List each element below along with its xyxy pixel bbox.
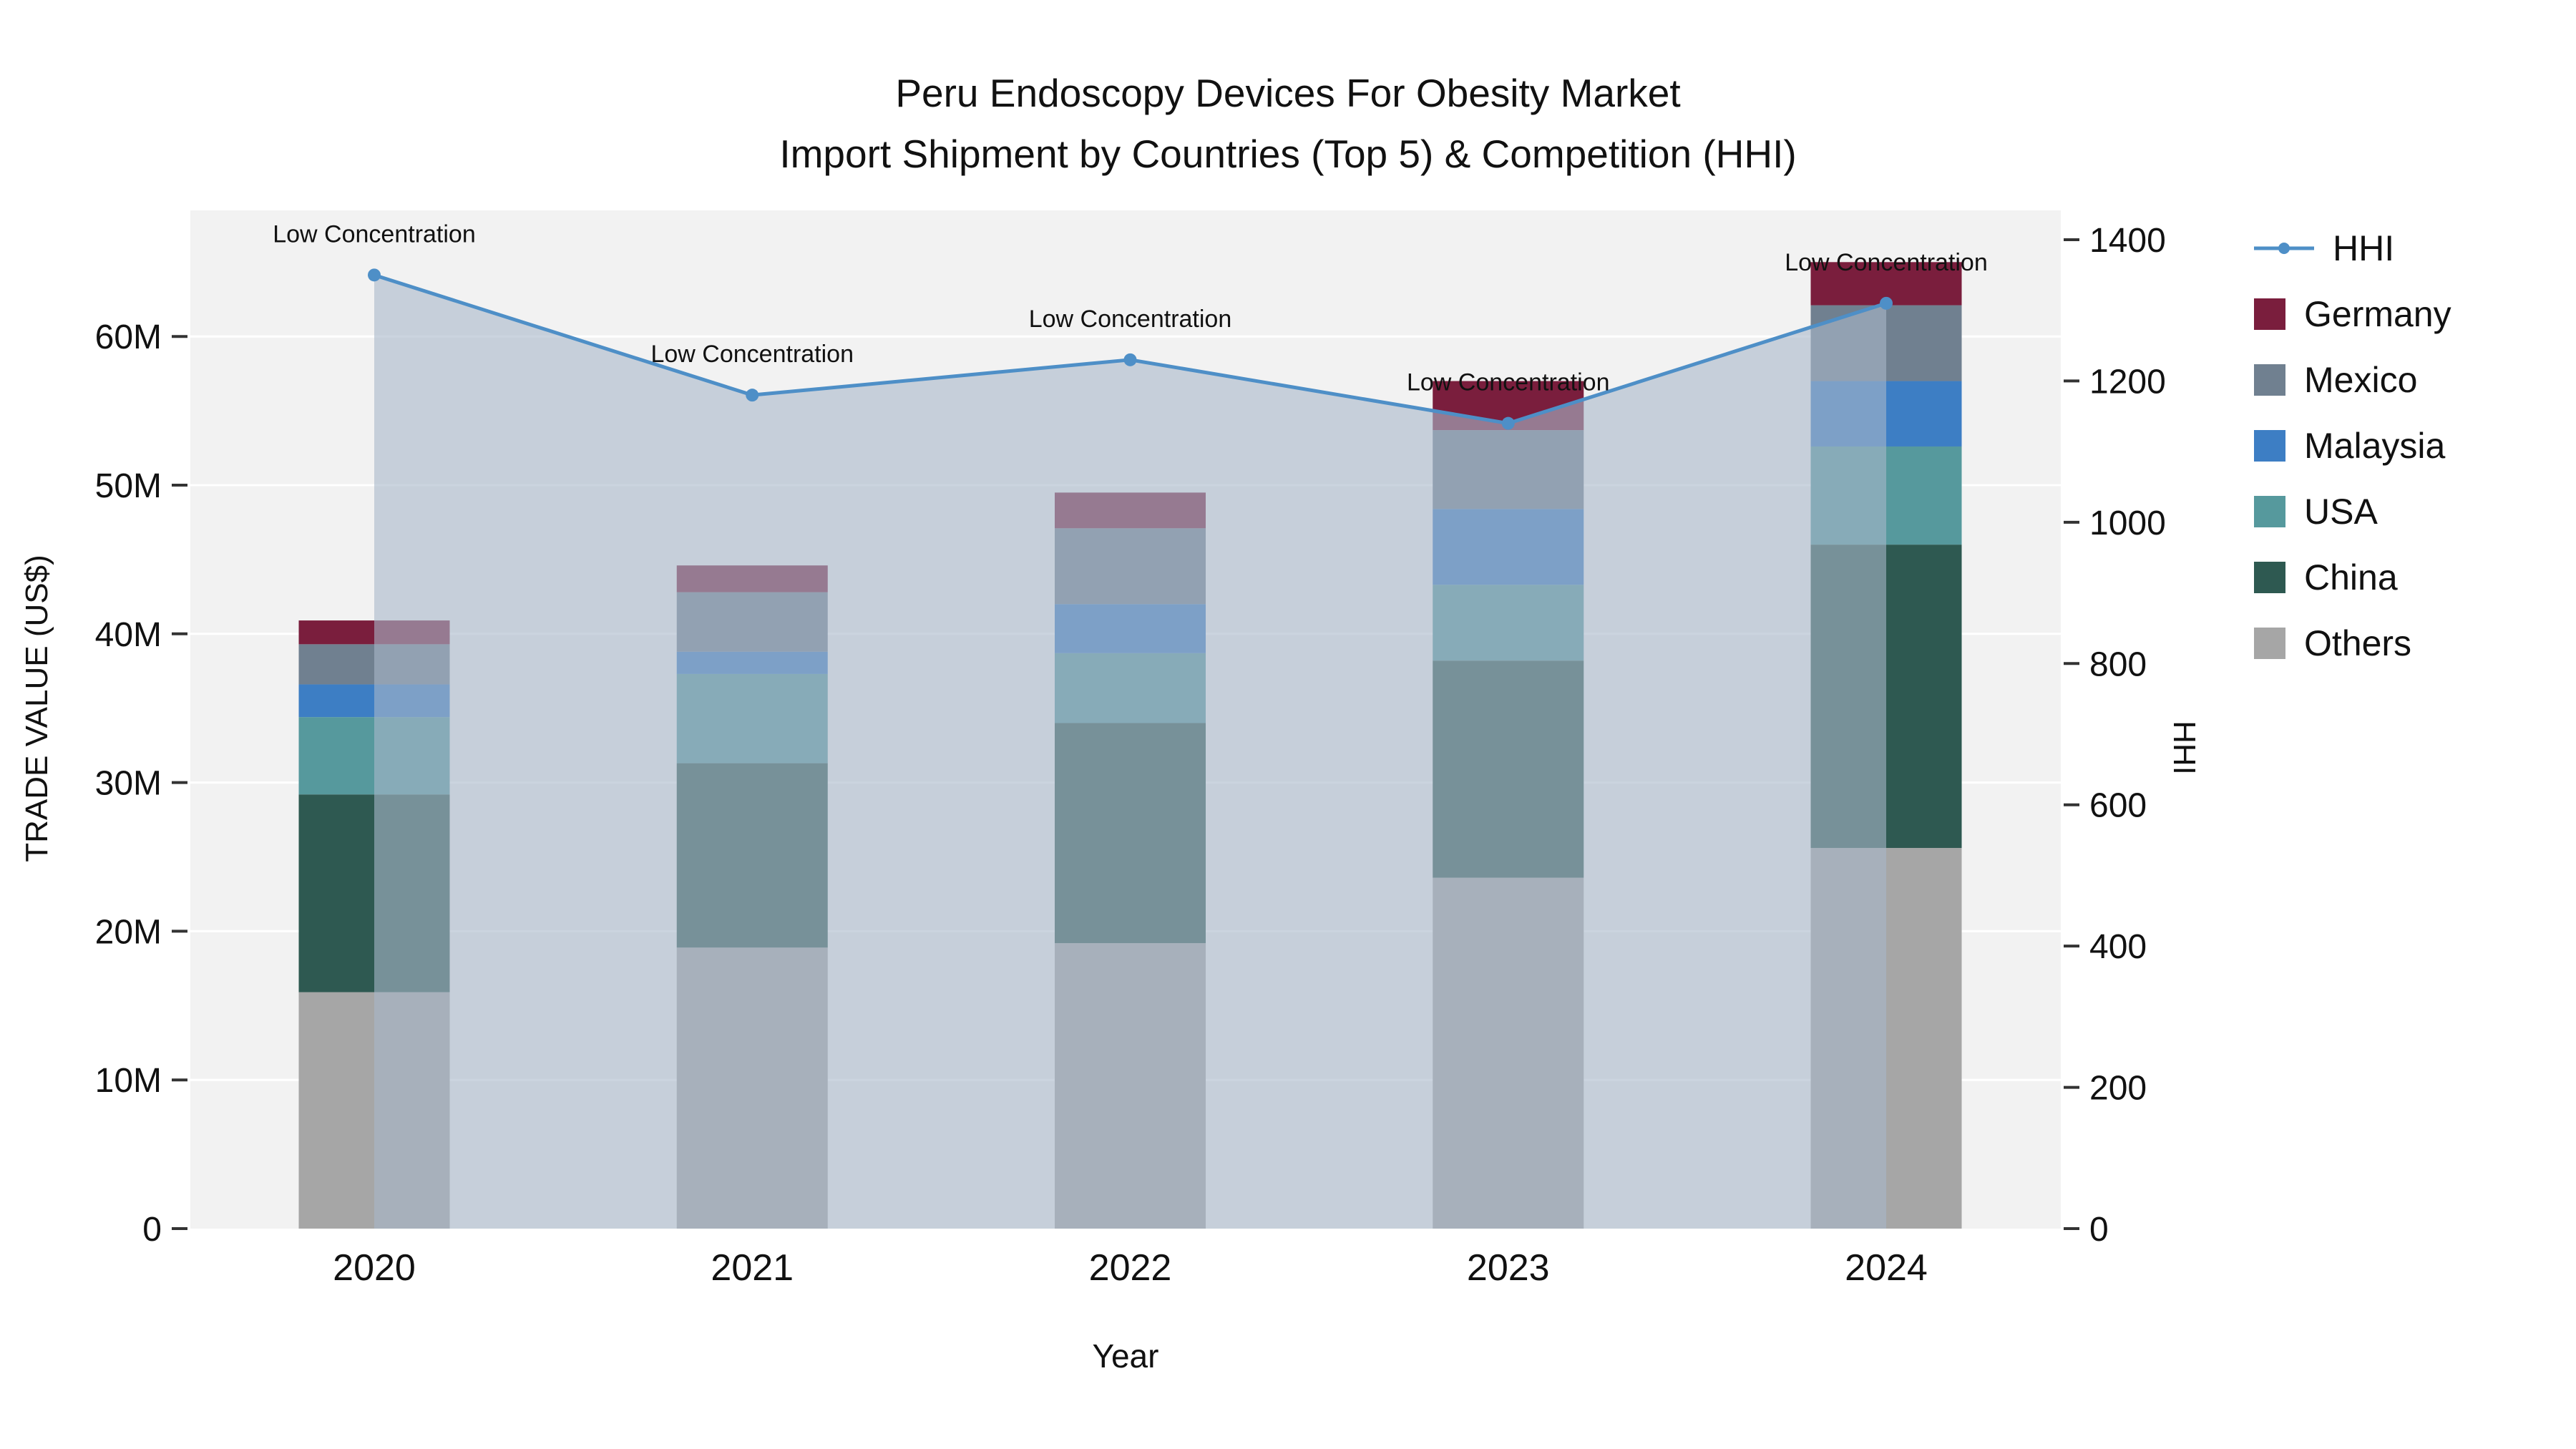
y-left-tick-label: 0 — [142, 1211, 162, 1249]
x-tick-label: 2024 — [1845, 1247, 1928, 1289]
legend-item-china[interactable]: China — [2254, 557, 2451, 598]
y-left-tick-label: 20M — [95, 913, 162, 951]
annotation-low-concentration: Low Concentration — [650, 341, 854, 368]
legend-label: USA — [2304, 492, 2378, 532]
x-tick-label: 2021 — [711, 1247, 794, 1289]
chart-subtitle: Import Shipment by Countries (Top 5) & C… — [779, 132, 1797, 177]
legend-label: Others — [2304, 623, 2412, 663]
annotation-low-concentration: Low Concentration — [273, 220, 476, 248]
y-right-tick-label: 600 — [2089, 787, 2147, 825]
y-right-tick-label: 1200 — [2089, 363, 2166, 401]
hhi-marker — [1123, 353, 1137, 366]
y-right-tick-label: 1400 — [2089, 222, 2166, 260]
y-left-tick-label: 60M — [95, 318, 162, 356]
legend-label: Malaysia — [2304, 426, 2446, 466]
legend-swatch-icon — [2254, 628, 2285, 659]
legend-item-malaysia[interactable]: Malaysia — [2254, 425, 2451, 467]
legend-swatch-icon — [2254, 430, 2285, 462]
y-left-tick-label: 50M — [95, 467, 162, 505]
legend-swatch-icon — [2254, 364, 2285, 396]
hhi-marker — [1501, 416, 1515, 430]
y-right-tick-label: 0 — [2089, 1211, 2109, 1249]
legend-item-others[interactable]: Others — [2254, 623, 2451, 664]
y-right-tick-label: 400 — [2089, 928, 2147, 966]
hhi-marker — [1880, 296, 1893, 310]
legend-item-germany[interactable]: Germany — [2254, 293, 2451, 335]
title-block: Peru Endoscopy Devices For Obesity Marke… — [0, 63, 2576, 185]
x-axis-title: Year — [1092, 1337, 1159, 1375]
legend-line-icon — [2254, 243, 2314, 254]
y-right-tick-label: 200 — [2089, 1070, 2147, 1108]
chart-title: Peru Endoscopy Devices For Obesity Marke… — [895, 71, 1681, 115]
annotation-low-concentration: Low Concentration — [1407, 369, 1610, 396]
legend-item-mexico[interactable]: Mexico — [2254, 359, 2451, 401]
legend-item-hhi[interactable]: HHI — [2254, 228, 2451, 269]
y-right-tick-label: 1000 — [2089, 504, 2166, 542]
y-left-tick-label: 10M — [95, 1062, 162, 1100]
y-left-tick-label: 40M — [95, 616, 162, 654]
annotation-low-concentration: Low Concentration — [1029, 306, 1232, 333]
annotation-low-concentration: Low Concentration — [1785, 249, 1988, 276]
x-tick-label: 2022 — [1089, 1247, 1172, 1289]
legend-swatch-icon — [2254, 496, 2285, 527]
hhi-marker — [746, 389, 759, 402]
legend-swatch-icon — [2254, 298, 2285, 330]
legend-label: HHI — [2333, 228, 2395, 268]
y-left-tick-label: 30M — [95, 765, 162, 803]
legend-label: Germany — [2304, 294, 2451, 334]
legend-swatch-icon — [2254, 562, 2285, 593]
legend-label: Mexico — [2304, 360, 2418, 400]
legend: HHI Germany Mexico Malaysia USA China Others — [2254, 228, 2451, 688]
hhi-area — [374, 275, 1886, 1229]
hhi-marker — [368, 268, 381, 282]
x-tick-label: 2023 — [1467, 1247, 1550, 1289]
y-axis-right-title: HHI — [2167, 721, 2202, 775]
x-tick-label: 2020 — [333, 1247, 416, 1289]
legend-label: China — [2304, 557, 2398, 597]
legend-item-usa[interactable]: USA — [2254, 491, 2451, 532]
y-axis-left-title: TRADE VALUE (US$) — [19, 555, 54, 862]
y-right-tick-label: 800 — [2089, 645, 2147, 683]
